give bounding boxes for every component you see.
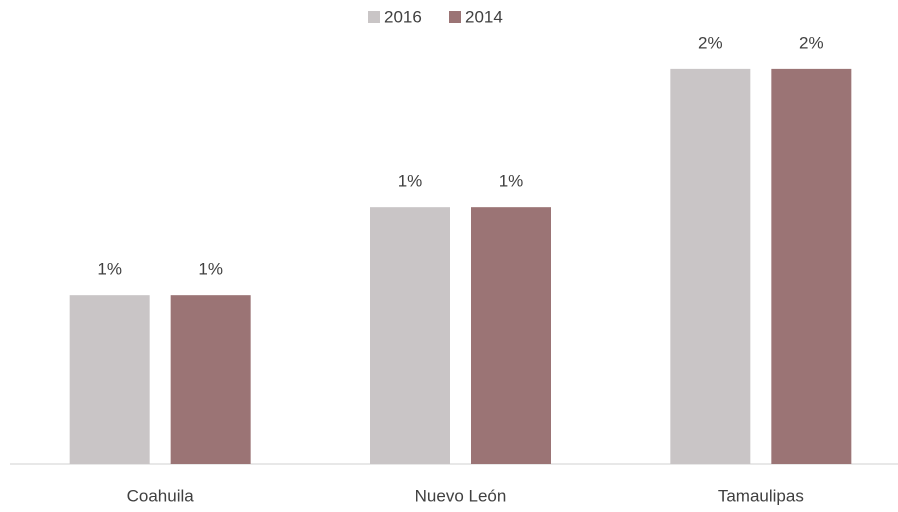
data-label: 1% (499, 172, 524, 191)
data-label: 1% (198, 260, 223, 279)
legend-swatch (449, 11, 461, 23)
data-label: 2% (698, 33, 723, 52)
data-label: 2% (799, 33, 824, 52)
data-label: 1% (97, 260, 122, 279)
bar (771, 68, 852, 464)
bar (471, 207, 551, 464)
bar (670, 68, 751, 464)
bar (370, 207, 450, 464)
x-tick-label: Coahuila (127, 486, 195, 505)
legend-label: 2016 (384, 7, 422, 26)
bar (69, 295, 150, 464)
data-label: 1% (398, 172, 423, 191)
legend-swatch (368, 11, 380, 23)
bar (170, 295, 251, 464)
x-tick-label: Tamaulipas (718, 486, 804, 505)
legend-label: 2014 (465, 7, 503, 26)
x-tick-label: Nuevo León (415, 486, 507, 505)
